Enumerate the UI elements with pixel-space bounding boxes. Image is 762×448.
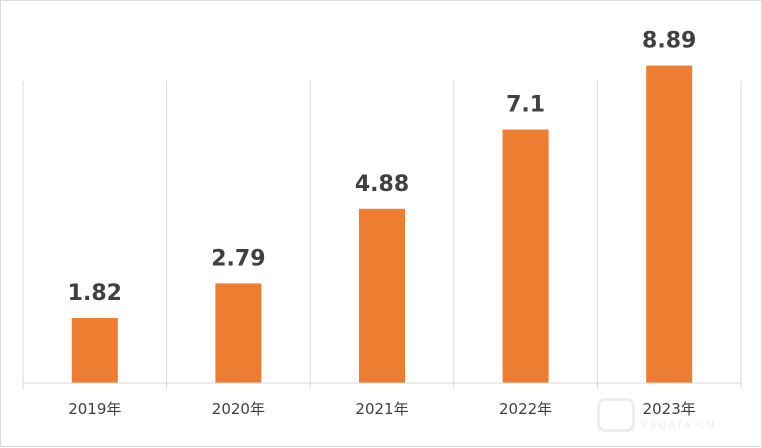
bar bbox=[215, 283, 262, 383]
data-labels: 1.82 2.79 4.88 7.1 8.89 bbox=[68, 29, 697, 306]
x-tick-label: 2019年 bbox=[68, 400, 121, 418]
bar bbox=[359, 208, 405, 383]
data-label: 4.88 bbox=[355, 172, 409, 197]
x-tick-label: 2021年 bbox=[355, 400, 408, 418]
bars bbox=[71, 65, 693, 383]
bar bbox=[71, 318, 118, 383]
bar bbox=[646, 65, 693, 383]
data-label: 2.79 bbox=[211, 246, 265, 271]
bar bbox=[502, 129, 549, 383]
category-separators bbox=[22, 81, 742, 389]
x-tick-label: 2023年 bbox=[643, 400, 696, 418]
watermark-text: VBDATA.CN bbox=[641, 420, 716, 431]
watermark-logo-icon bbox=[597, 398, 635, 432]
x-tick-label: 2022年 bbox=[499, 400, 552, 418]
x-tick-label: 2020年 bbox=[212, 400, 265, 418]
data-label: 8.89 bbox=[642, 29, 696, 54]
x-tick-labels: 2019年 2020年 2021年 2022年 2023年 bbox=[68, 400, 696, 418]
data-label: 7.1 bbox=[506, 93, 545, 118]
watermark: VBDATA.CN bbox=[597, 398, 747, 438]
data-label: 1.82 bbox=[68, 281, 122, 306]
